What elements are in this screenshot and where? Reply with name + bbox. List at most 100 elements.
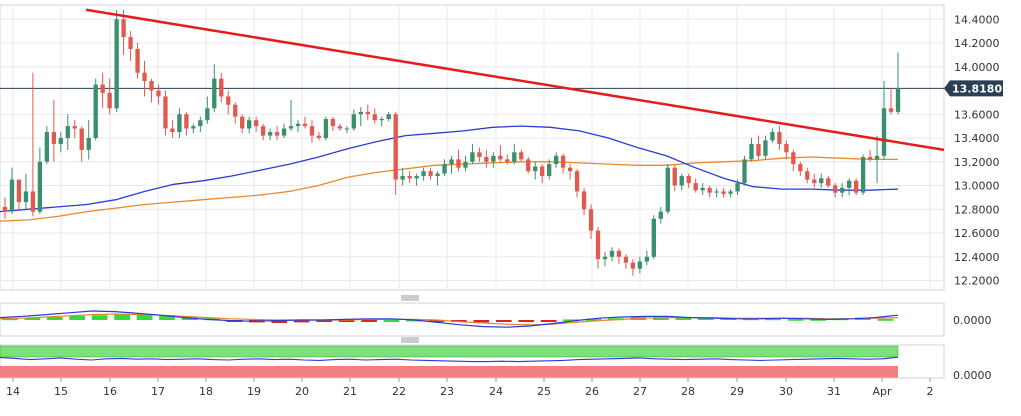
candle — [595, 227, 601, 269]
candle — [344, 126, 350, 134]
band-line — [0, 356, 899, 363]
moving-averages — [0, 125, 899, 222]
candle — [107, 78, 112, 115]
candlestick-series — [2, 9, 901, 276]
histogram-bar — [293, 320, 310, 323]
candle — [247, 116, 252, 134]
candle — [240, 114, 245, 134]
candle — [198, 116, 203, 133]
oscillator-panel-frame — [0, 302, 945, 337]
date-tick-label: 26 — [585, 385, 599, 398]
descending-trendline[interactable] — [85, 8, 945, 152]
price-tick-label: 13.0000 — [954, 180, 1000, 193]
date-axis: 14 15 16 17 18 19 20 21 22 23 24 25 26 27 28 29 30 31 Apr 2 — [6, 378, 934, 398]
candle — [581, 187, 587, 216]
histogram-bar — [585, 318, 602, 321]
candle — [679, 173, 684, 191]
candle — [700, 183, 705, 195]
candle — [574, 168, 580, 198]
main-panel-frame — [0, 4, 945, 291]
current-price-tag: 13.8180 — [944, 80, 1003, 97]
candle — [288, 100, 294, 131]
date-tick-label: 19 — [247, 385, 261, 398]
candle — [44, 126, 50, 165]
candle — [191, 123, 196, 134]
candle — [86, 120, 91, 160]
candle — [274, 126, 280, 141]
candle — [867, 149, 873, 162]
candle — [588, 204, 594, 239]
candle — [505, 154, 510, 165]
candle — [323, 116, 329, 141]
histogram-bar — [361, 320, 377, 322]
histogram-bar — [383, 320, 400, 322]
candle — [463, 155, 468, 172]
histogram-bar — [495, 320, 512, 322]
candle — [686, 173, 691, 188]
candle — [295, 120, 301, 133]
date-tick-label: 15 — [54, 385, 68, 398]
sma-slow-line — [0, 156, 898, 222]
candle — [721, 187, 726, 198]
candle — [477, 147, 482, 162]
candle — [560, 153, 566, 174]
candle — [170, 120, 175, 138]
candle — [533, 161, 538, 180]
candle — [253, 116, 259, 133]
candle — [149, 78, 154, 103]
candle — [616, 248, 622, 264]
price-tick-label: 14.0000 — [954, 61, 1000, 74]
upper-band — [0, 345, 899, 358]
candle — [393, 111, 398, 195]
candle — [121, 9, 126, 55]
price-tick-label: 12.2000 — [954, 275, 1000, 288]
candle — [365, 104, 370, 121]
histogram-bar — [114, 314, 130, 320]
histogram-bar — [787, 318, 804, 321]
histogram-bar — [518, 320, 535, 322]
candle — [309, 120, 315, 143]
candle — [651, 215, 656, 260]
candle — [498, 145, 503, 162]
candle — [156, 84, 161, 105]
candle — [777, 126, 782, 150]
candle — [547, 159, 552, 180]
candle — [93, 78, 98, 141]
panel-splitter-top[interactable] — [401, 295, 419, 301]
candle — [142, 60, 147, 97]
histogram-bar — [136, 314, 153, 320]
candle — [449, 155, 454, 174]
panel-splitter-bottom[interactable] — [401, 337, 419, 343]
candle — [16, 179, 22, 210]
candle — [163, 90, 168, 136]
histogram-bar — [810, 318, 826, 321]
candle — [812, 173, 817, 188]
oscillator-zero-tick: 0.0000 — [953, 314, 992, 327]
histogram-bar — [540, 320, 557, 322]
candle — [400, 167, 405, 186]
candle — [212, 64, 217, 112]
candle — [519, 149, 524, 162]
candle — [372, 108, 377, 124]
histogram-bar — [159, 315, 175, 320]
candle — [205, 96, 210, 124]
candle — [442, 159, 447, 176]
candle — [791, 149, 796, 172]
candle — [665, 164, 670, 214]
candle — [351, 109, 356, 131]
candle — [770, 128, 775, 143]
candle — [874, 135, 880, 184]
candle — [881, 81, 887, 160]
candle — [491, 152, 496, 168]
candle — [470, 143, 475, 165]
candle — [798, 161, 803, 176]
histogram-bar — [271, 320, 288, 323]
date-tick-label: 23 — [440, 385, 454, 398]
date-tick-label: 22 — [392, 385, 406, 398]
candle — [630, 259, 636, 276]
candle — [847, 178, 852, 195]
histogram-bar — [428, 320, 445, 322]
date-tick-label: 27 — [633, 385, 647, 398]
candle — [135, 43, 140, 79]
